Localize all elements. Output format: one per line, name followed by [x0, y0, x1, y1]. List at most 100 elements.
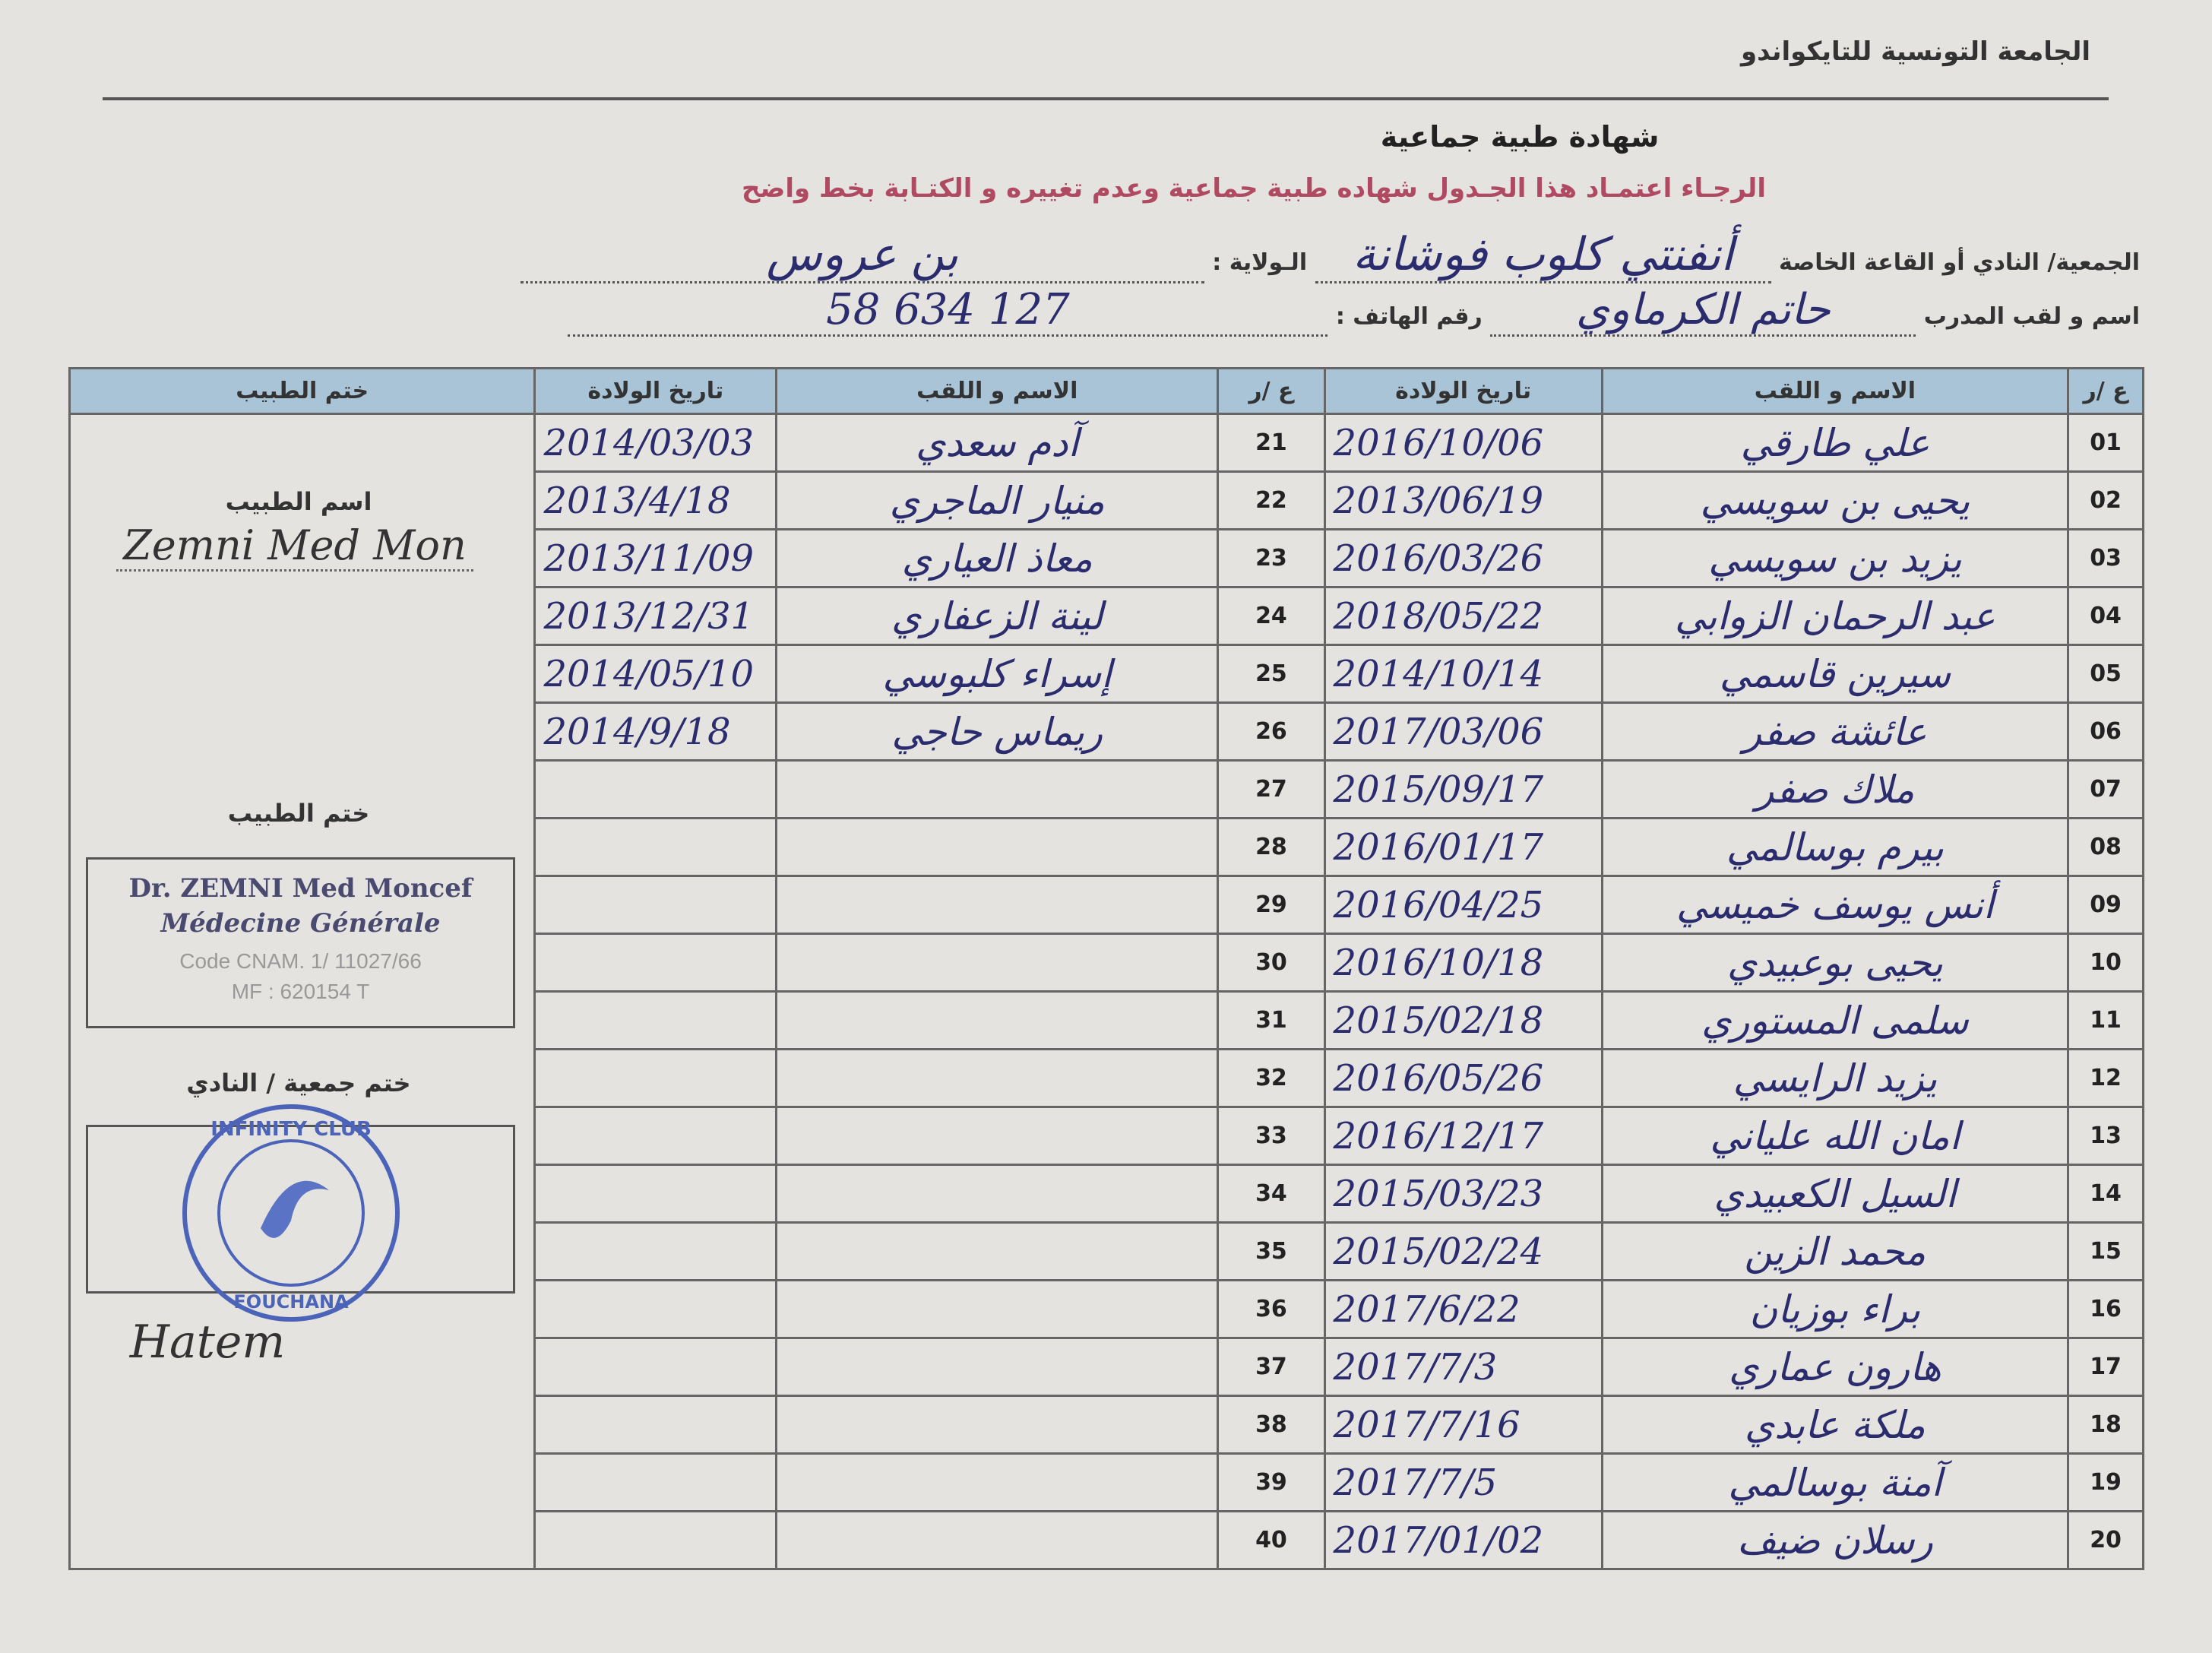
player-name: السيل الكعبيدي	[1600, 1164, 2070, 1224]
player-name: يحيى بوعبيدي	[1600, 933, 2070, 993]
doctor-stamp: Dr. ZEMNI Med Moncef Médecine Générale C…	[86, 857, 515, 1028]
player-name: يزيد بن سويسي	[1600, 528, 2070, 588]
row-number: 09	[2067, 875, 2144, 935]
player-name	[775, 933, 1220, 993]
header-birth: تاريخ الولادة	[1323, 367, 1603, 415]
row-number: 24	[1217, 586, 1326, 646]
birth-date	[533, 1106, 778, 1166]
header-name-2: الاسم و اللقب	[775, 367, 1220, 415]
birth-date: 2017/03/06	[1323, 701, 1603, 762]
table-row: 14 السيل الكعبيدي 2015/03/23 34	[70, 1164, 2144, 1224]
birth-date: 2014/9/18	[533, 701, 778, 762]
player-name: سيرين قاسمي	[1600, 644, 2070, 704]
header-doctor-stamp: ختم الطبيب	[68, 367, 536, 415]
player-name: سلمى المستوري	[1600, 990, 2070, 1050]
birth-date: 2013/4/18	[533, 470, 778, 530]
birth-date: 2016/01/17	[1323, 817, 1603, 877]
club-field-row: الجمعية/ النادي أو القاعة الخاصة أنفنتي …	[520, 228, 2140, 283]
row-number: 29	[1217, 875, 1326, 935]
row-number: 35	[1217, 1221, 1326, 1281]
table-row: 10 يحيى بوعبيدي 2016/10/18 30	[70, 933, 2144, 993]
birth-date: 2017/7/5	[1323, 1452, 1603, 1512]
row-number: 26	[1217, 701, 1326, 762]
birth-date: 2017/7/16	[1323, 1395, 1603, 1455]
birth-date: 2013/12/31	[533, 586, 778, 646]
player-name	[775, 1337, 1220, 1397]
birth-date	[533, 990, 778, 1050]
doctor-and-club-panel: اسم الطبيب Zemni Med Mon ختم الطبيب Dr. …	[68, 413, 536, 1570]
birth-date: 2017/01/02	[1323, 1510, 1603, 1570]
birth-date	[533, 817, 778, 877]
birth-date: 2018/05/22	[1323, 586, 1603, 646]
table-row: 05 سيرين قاسمي 2014/10/14 25 إسراء كلبوسي 201…	[70, 644, 2144, 704]
row-number: 15	[2067, 1221, 2144, 1281]
row-number: 19	[2067, 1452, 2144, 1512]
row-number: 37	[1217, 1337, 1326, 1397]
birth-date	[533, 933, 778, 993]
player-name	[775, 1452, 1220, 1512]
birth-date: 2013/11/09	[533, 528, 778, 588]
row-number: 38	[1217, 1395, 1326, 1455]
birth-date: 2016/03/26	[1323, 528, 1603, 588]
club-stamp-top: INFINITY CLUB	[210, 1118, 372, 1141]
row-number: 13	[2067, 1106, 2144, 1166]
row-number: 05	[2067, 644, 2144, 704]
table-row: 04 عبد الرحمان الزوابي 2018/05/22 24 لينة ال…	[70, 586, 2144, 646]
table-row: 06 عائشة صفر 2017/03/06 26 ريماس حاجي 2014/9/…	[70, 701, 2144, 762]
birth-date: 2016/05/26	[1323, 1048, 1603, 1108]
player-name: لينة الزعفاري	[775, 586, 1220, 646]
table-row: 19 آمنة بوسالمي 2017/7/5 39	[70, 1452, 2144, 1512]
table-header-row: ع /ر الاسم و اللقب تاريخ الولادة ع /ر ال…	[68, 367, 2144, 415]
coach-field-row: اسم و لقب المدرب حاتم الكرماوي رقم الهات…	[568, 285, 2140, 337]
stamp-line: Médecine Générale	[160, 908, 441, 939]
player-name: ملكة عابدي	[1600, 1395, 2070, 1455]
birth-date: 2014/10/14	[1323, 644, 1603, 704]
state-label: الـولاية :	[1212, 249, 1308, 276]
birth-date: 2016/10/18	[1323, 933, 1603, 993]
player-name	[775, 1164, 1220, 1224]
organization-name: الجامعة التونسية للتايكواندو	[1740, 36, 2090, 67]
birth-date	[533, 1510, 778, 1570]
instruction-note: الرجـاء اعتمـاد هذا الجـدول شهاده طبية ج…	[742, 173, 1766, 204]
phone-label: رقم الهاتف :	[1335, 303, 1483, 330]
birth-date: 2015/02/18	[1323, 990, 1603, 1050]
table-row: 08 بيرم بوسالمي 2016/01/17 28	[70, 817, 2144, 877]
player-name	[775, 1279, 1220, 1339]
player-name	[775, 1395, 1220, 1455]
table-row: 11 سلمى المستوري 2015/02/18 31	[70, 990, 2144, 1050]
player-name: ريماس حاجي	[775, 701, 1220, 762]
table-row: 03 يزيد بن سويسي 2016/03/26 23 معاذ العياري 2…	[70, 528, 2144, 588]
header-birth-2: تاريخ الولادة	[533, 367, 778, 415]
birth-date: 2014/05/10	[533, 644, 778, 704]
phone-value: 58 634 127	[568, 285, 1328, 337]
birth-date	[533, 1279, 778, 1339]
player-name: منيار الماجري	[775, 470, 1220, 530]
birth-date: 2017/7/3	[1323, 1337, 1603, 1397]
birth-date	[533, 1452, 778, 1512]
row-number: 14	[2067, 1164, 2144, 1224]
player-name	[775, 990, 1220, 1050]
player-name: ملاك صفر	[1600, 759, 2070, 819]
birth-date	[533, 1395, 778, 1455]
player-name: امان الله علياني	[1600, 1106, 2070, 1166]
club-stamp-box	[86, 1125, 515, 1294]
row-number: 27	[1217, 759, 1326, 819]
table-row: 07 ملاك صفر 2015/09/17 27	[70, 759, 2144, 819]
row-number: 36	[1217, 1279, 1326, 1339]
doctor-signature: Zemni Med Mon	[116, 521, 473, 572]
club-stamp-label: ختم جمعية / النادي	[186, 1069, 411, 1097]
player-name	[775, 1048, 1220, 1108]
table-row: 09 أنس يوسف خميسي 2016/04/25 29	[70, 875, 2144, 935]
player-name: بيرم بوسالمي	[1600, 817, 2070, 877]
header-name: الاسم و اللقب	[1600, 367, 2070, 415]
stamp-line: Code CNAM. 1/ 11027/66	[179, 949, 422, 973]
player-name: محمد الزين	[1600, 1221, 2070, 1281]
player-name	[775, 875, 1220, 935]
club-label: الجمعية/ النادي أو القاعة الخاصة	[1779, 249, 2140, 276]
players-table: ع /ر الاسم و اللقب تاريخ الولادة ع /ر ال…	[68, 367, 2144, 1570]
header-num: ع /ر	[2067, 367, 2144, 415]
player-name: أنس يوسف خميسي	[1600, 875, 2070, 935]
row-number: 20	[2067, 1510, 2144, 1570]
birth-date: 2014/03/03	[533, 413, 778, 473]
player-name: معاذ العياري	[775, 528, 1220, 588]
